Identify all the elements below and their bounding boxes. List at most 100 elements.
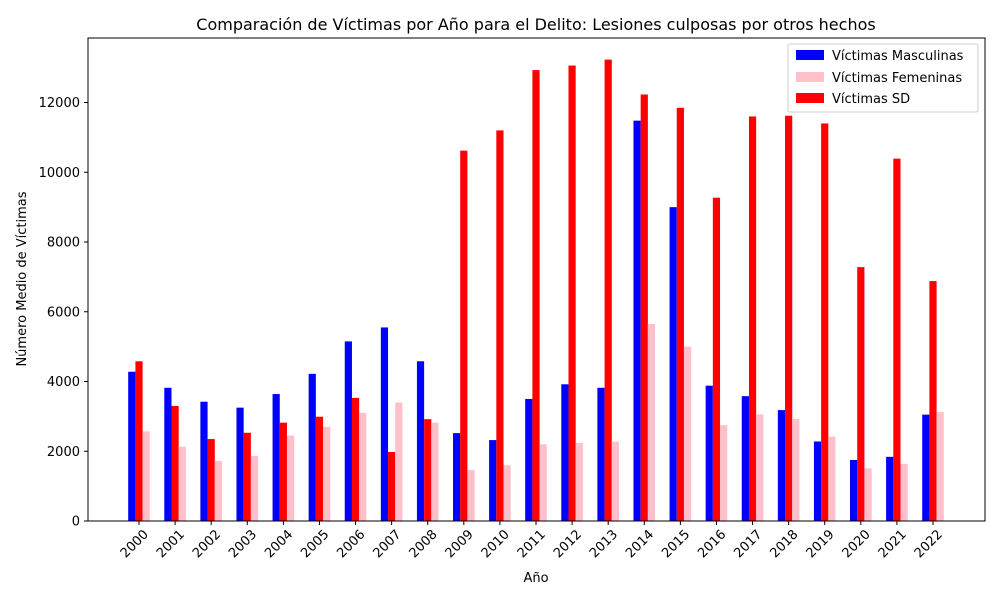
- bar-masculinas-2010: [489, 440, 497, 521]
- bar-sd-2000: [135, 361, 143, 521]
- x-tick-label-2008: 2008: [407, 527, 441, 561]
- bar-masculinas-2000: [128, 371, 136, 521]
- plot-frame: [87, 37, 986, 522]
- x-tick-label-2002: 2002: [190, 527, 224, 561]
- chart-title: Comparación de Víctimas por Año para el …: [196, 15, 875, 34]
- bar-sd-2012: [568, 65, 576, 522]
- bar-masculinas-2016: [705, 385, 713, 521]
- x-tick-label-2006: 2006: [334, 527, 368, 561]
- bar-masculinas-2018: [777, 410, 786, 521]
- x-tick-label-2019: 2019: [804, 527, 838, 561]
- bar-femeninas-2000: [142, 431, 150, 521]
- bar-femeninas-2013: [611, 441, 619, 521]
- bar-masculinas-2003: [236, 407, 244, 521]
- bar-femeninas-2009: [467, 470, 475, 521]
- legend-label-femeninas: Víctimas Femeninas: [832, 71, 962, 86]
- legend-swatch-femeninas: [796, 72, 824, 82]
- x-tick-label-2021: 2021: [876, 527, 910, 561]
- bar-femeninas-2012: [575, 442, 583, 521]
- bar-sd-2001: [171, 405, 179, 521]
- x-tick-label-2015: 2015: [659, 527, 693, 561]
- y-axis-label: Número Medio de Víctimas: [15, 191, 30, 366]
- bar-masculinas-2007: [380, 327, 389, 521]
- y-tick-label-4000: 4000: [47, 375, 80, 390]
- bar-femeninas-2015: [683, 346, 692, 521]
- x-tick-label-2010: 2010: [479, 527, 513, 561]
- bar-femeninas-2014: [647, 323, 656, 521]
- x-tick-label-2005: 2005: [298, 527, 332, 561]
- bar-femeninas-2022: [936, 411, 944, 521]
- bar-masculinas-2011: [525, 398, 533, 521]
- x-tick-label-2013: 2013: [587, 527, 621, 561]
- bar-masculinas-2017: [741, 396, 749, 521]
- x-tick-label-2022: 2022: [912, 527, 946, 561]
- bar-femeninas-2002: [214, 461, 222, 521]
- bar-masculinas-2015: [669, 207, 677, 521]
- y-tick-label-0: 0: [72, 515, 80, 530]
- bar-femeninas-2019: [828, 436, 836, 521]
- x-tick-label-2004: 2004: [262, 527, 296, 561]
- bar-femeninas-2005: [323, 426, 331, 521]
- x-tick-label-2014: 2014: [623, 527, 657, 561]
- bar-femeninas-2003: [250, 455, 259, 521]
- x-tick-label-2012: 2012: [551, 527, 585, 561]
- bar-masculinas-2009: [453, 433, 461, 521]
- bar-sd-2003: [243, 432, 251, 521]
- bar-sd-2019: [821, 123, 829, 521]
- bar-sd-2005: [315, 416, 324, 521]
- legend-label-masculinas: Víctimas Masculinas: [832, 49, 964, 64]
- y-tick-label-10000: 10000: [39, 166, 80, 181]
- bar-masculinas-2004: [272, 394, 280, 521]
- legend-swatch-masculinas: [796, 50, 824, 60]
- bar-sd-2016: [712, 197, 721, 521]
- bar-sd-2002: [207, 439, 215, 521]
- bar-sd-2008: [424, 419, 432, 521]
- bar-femeninas-2018: [792, 418, 800, 521]
- bar-masculinas-2008: [416, 361, 425, 521]
- bar-masculinas-2013: [597, 387, 605, 521]
- bar-sd-2011: [532, 70, 540, 521]
- x-tick-label-2007: 2007: [370, 527, 404, 561]
- bar-masculinas-2014: [633, 120, 641, 522]
- bar-sd-2014: [640, 94, 648, 521]
- x-tick-label-2017: 2017: [731, 527, 765, 561]
- x-tick-label-2000: 2000: [118, 527, 152, 561]
- bar-femeninas-2004: [286, 435, 295, 521]
- bar-femeninas-2001: [178, 446, 186, 521]
- bar-masculinas-2019: [813, 441, 822, 521]
- x-tick-label-2001: 2001: [154, 527, 188, 561]
- bar-masculinas-2006: [344, 341, 352, 521]
- bar-sd-2022: [929, 281, 937, 521]
- legend: Víctimas Masculinas Víctimas Femeninas V…: [787, 43, 979, 113]
- bar-sd-2017: [748, 116, 757, 521]
- y-axis: 0 2000 4000 6000 8000 10000 12000: [39, 96, 88, 530]
- bar-sd-2018: [785, 115, 793, 522]
- x-tick-label-2003: 2003: [226, 527, 260, 561]
- x-axis: 2000 2001 2002 2003 2004 2005 2006 2007 2008 2009…: [118, 521, 946, 561]
- y-tick-label-8000: 8000: [47, 236, 80, 251]
- bar-femeninas-2010: [503, 465, 511, 521]
- x-tick-label-2016: 2016: [695, 527, 729, 561]
- bar-femeninas-2008: [431, 422, 439, 521]
- bar-masculinas-2001: [164, 387, 172, 521]
- x-tick-label-2009: 2009: [443, 527, 477, 561]
- y-tick-label-6000: 6000: [47, 305, 80, 320]
- bar-femeninas-2016: [720, 425, 728, 521]
- legend-label-sd: Víctimas SD: [832, 92, 910, 107]
- bar-sd-2007: [388, 451, 396, 521]
- bar-sd-2020: [857, 267, 865, 521]
- bar-masculinas-2012: [561, 384, 569, 521]
- bar-femeninas-2021: [900, 463, 908, 521]
- bar-sd-2009: [460, 150, 468, 521]
- x-tick-label-2011: 2011: [515, 527, 549, 561]
- legend-box: [787, 43, 979, 113]
- bar-femeninas-2007: [395, 402, 403, 521]
- bar-sd-2021: [893, 158, 901, 521]
- bar-masculinas-2022: [922, 414, 930, 521]
- legend-swatch-sd: [796, 93, 824, 103]
- bar-sd-2013: [604, 59, 612, 522]
- bar-sd-2004: [279, 422, 287, 521]
- bar-masculinas-2005: [308, 373, 316, 521]
- bar-femeninas-2011: [539, 444, 547, 521]
